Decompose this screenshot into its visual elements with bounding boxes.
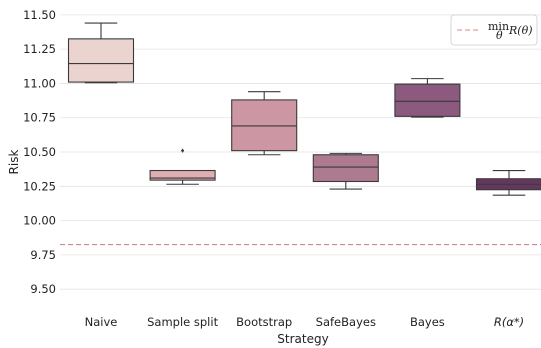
outlier-point: [181, 148, 185, 153]
box-layer: [67, 22, 541, 196]
box-group: [231, 91, 298, 156]
y-tick-label: 10.25: [23, 179, 56, 193]
legend-label: min θ R(θ): [488, 20, 533, 42]
box-iqr: [312, 154, 379, 183]
y-tick-label: 10.75: [23, 111, 56, 125]
y-tick-label: 11.00: [23, 76, 56, 90]
box-group: [67, 22, 135, 84]
legend-frame: [450, 14, 538, 46]
box-group: [475, 169, 541, 196]
legend-label-risk: R(θ): [508, 24, 533, 37]
y-tick-label: 11.25: [23, 42, 56, 56]
x-axis-label: Strategy: [277, 332, 328, 346]
tick-label-layer: 9.50 9.75 10.00 10.25 10.50 10.75 11.00 11.25 11…: [23, 8, 524, 329]
legend-label-theta-sub: θ: [496, 29, 503, 42]
legend: min θ R(θ): [450, 14, 538, 46]
box-group: [312, 152, 379, 190]
box-iqr: [231, 99, 298, 152]
box-iqr: [67, 38, 135, 83]
box-iqr: [394, 83, 461, 117]
x-tick-label: Naive: [85, 315, 118, 329]
x-tick-label: Bootstrap: [236, 315, 292, 329]
legend-label-min: min: [488, 20, 509, 33]
y-tick-label: 10.50: [23, 145, 56, 159]
box-group: [394, 78, 461, 118]
y-tick-label: 9.50: [30, 282, 56, 296]
grid-layer: [60, 14, 541, 290]
x-tick-label: R(α*): [494, 315, 524, 329]
y-axis-label: Risk: [7, 150, 21, 175]
box-group: [149, 148, 216, 185]
x-tick-label: Sample split: [147, 315, 218, 329]
y-tick-label: 10.00: [23, 214, 56, 228]
y-tick-label: 11.50: [23, 8, 56, 22]
x-tick-label: SafeBayes: [316, 315, 376, 329]
x-tick-label: Bayes: [410, 315, 445, 329]
y-tick-label: 9.75: [30, 248, 56, 262]
box-iqr: [149, 169, 216, 181]
